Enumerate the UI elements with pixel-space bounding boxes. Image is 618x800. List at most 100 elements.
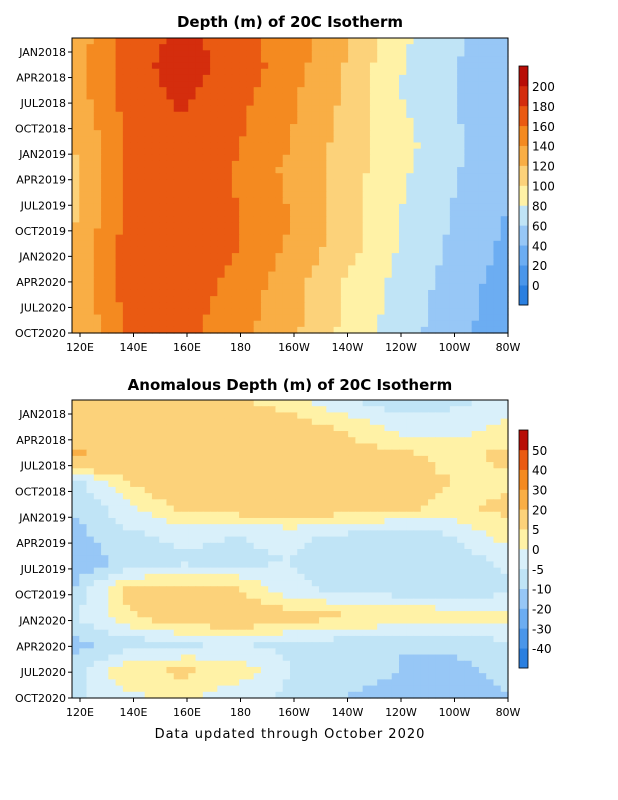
heatmap-cell — [101, 283, 109, 291]
heatmap-cell — [268, 449, 277, 457]
heatmap-cell — [231, 228, 240, 236]
heatmap-cell — [471, 412, 480, 420]
heatmap-cell — [188, 167, 197, 174]
heatmap-cell — [224, 160, 233, 168]
heatmap-cell — [188, 443, 197, 451]
heatmap-cell — [188, 536, 197, 544]
heatmap-cell — [290, 50, 298, 58]
heatmap-cell — [253, 105, 262, 113]
heatmap-cell — [319, 277, 327, 285]
heatmap-cell — [282, 136, 291, 144]
heatmap-cell — [449, 246, 458, 254]
heatmap-cell — [420, 592, 429, 600]
heatmap-cell — [93, 68, 102, 76]
heatmap-cell — [471, 314, 480, 322]
heatmap-cell — [144, 222, 153, 230]
heatmap-cell — [159, 443, 168, 451]
heatmap-cell — [384, 505, 393, 513]
heatmap-cell — [159, 62, 168, 70]
heatmap-cell — [224, 234, 233, 242]
heatmap-cell — [442, 283, 451, 291]
heatmap-cell — [478, 480, 487, 488]
heatmap-cell — [166, 302, 175, 310]
heatmap-cell — [166, 216, 175, 223]
heatmap-cell — [260, 289, 269, 297]
heatmap-cell — [137, 449, 146, 457]
heatmap-cell — [137, 87, 146, 94]
heatmap-cell — [108, 580, 117, 587]
heatmap-cell — [406, 598, 415, 606]
heatmap-cell — [130, 271, 138, 279]
heatmap-cell — [471, 437, 480, 445]
heatmap-cell — [231, 136, 240, 144]
heatmap-cell — [282, 443, 291, 451]
heatmap-cell — [144, 561, 153, 569]
heatmap-cell — [268, 308, 277, 316]
heatmap-cell — [384, 277, 393, 285]
heatmap-cell — [428, 62, 436, 70]
heatmap-cell — [428, 505, 436, 513]
heatmap-cell — [428, 130, 436, 137]
heatmap-cell — [420, 314, 429, 322]
heatmap-cell — [79, 111, 88, 119]
heatmap-cell — [486, 191, 495, 199]
heatmap-cell — [275, 549, 284, 556]
heatmap-cell — [122, 216, 131, 223]
heatmap-cell — [369, 493, 378, 500]
heatmap-cell — [173, 486, 182, 494]
heatmap-cell — [362, 259, 371, 266]
heatmap-cell — [282, 203, 291, 211]
heatmap-cell — [195, 480, 204, 488]
heatmap-cell — [435, 185, 444, 193]
heatmap-cell — [369, 99, 378, 107]
heatmap-cell — [428, 81, 436, 88]
heatmap-cell — [239, 302, 247, 310]
heatmap-cell — [355, 555, 364, 563]
heatmap-cell — [340, 555, 349, 563]
heatmap-cell — [391, 179, 400, 187]
heatmap-cell — [210, 148, 218, 156]
heatmap-cell — [478, 197, 487, 205]
heatmap-cell — [486, 400, 495, 407]
heatmap-cell — [246, 136, 255, 144]
heatmap-cell — [93, 197, 102, 205]
heatmap-cell — [137, 210, 146, 217]
heatmap-cell — [369, 56, 378, 64]
heatmap-cell — [86, 142, 95, 150]
heatmap-cell — [290, 74, 298, 82]
heatmap-cell — [130, 443, 138, 451]
heatmap-cell — [399, 99, 407, 107]
heatmap-cell — [195, 154, 204, 162]
heatmap-cell — [268, 493, 277, 500]
heatmap-cell — [137, 136, 146, 144]
heatmap-cell — [428, 105, 436, 113]
heatmap-cell — [195, 455, 204, 463]
heatmap-cell — [181, 412, 189, 420]
heatmap-cell — [224, 549, 233, 556]
heatmap-cell — [101, 449, 109, 457]
heatmap-cell — [130, 173, 138, 180]
heatmap-cell — [362, 455, 371, 463]
heatmap-cell — [311, 418, 320, 426]
heatmap-cell — [442, 277, 451, 285]
heatmap-cell — [428, 253, 436, 260]
heatmap-cell — [297, 38, 306, 45]
heatmap-cell — [246, 486, 255, 494]
heatmap-cell — [319, 160, 327, 168]
heatmap-cell — [260, 240, 269, 248]
heatmap-cell — [333, 604, 342, 612]
heatmap-cell — [348, 117, 356, 125]
heatmap-cell — [260, 81, 269, 88]
heatmap-cell — [500, 117, 509, 125]
heatmap-cell — [297, 474, 306, 482]
heatmap-cell — [399, 142, 407, 150]
heatmap-cell — [260, 437, 269, 445]
heatmap-cell — [435, 511, 444, 519]
heatmap-cell — [181, 222, 189, 230]
heatmap-cell — [202, 142, 211, 150]
heatmap-cell — [122, 493, 131, 500]
heatmap-cell — [449, 197, 458, 205]
heatmap-cell — [369, 567, 378, 575]
heatmap-cell — [319, 234, 327, 242]
heatmap-cell — [239, 549, 247, 556]
